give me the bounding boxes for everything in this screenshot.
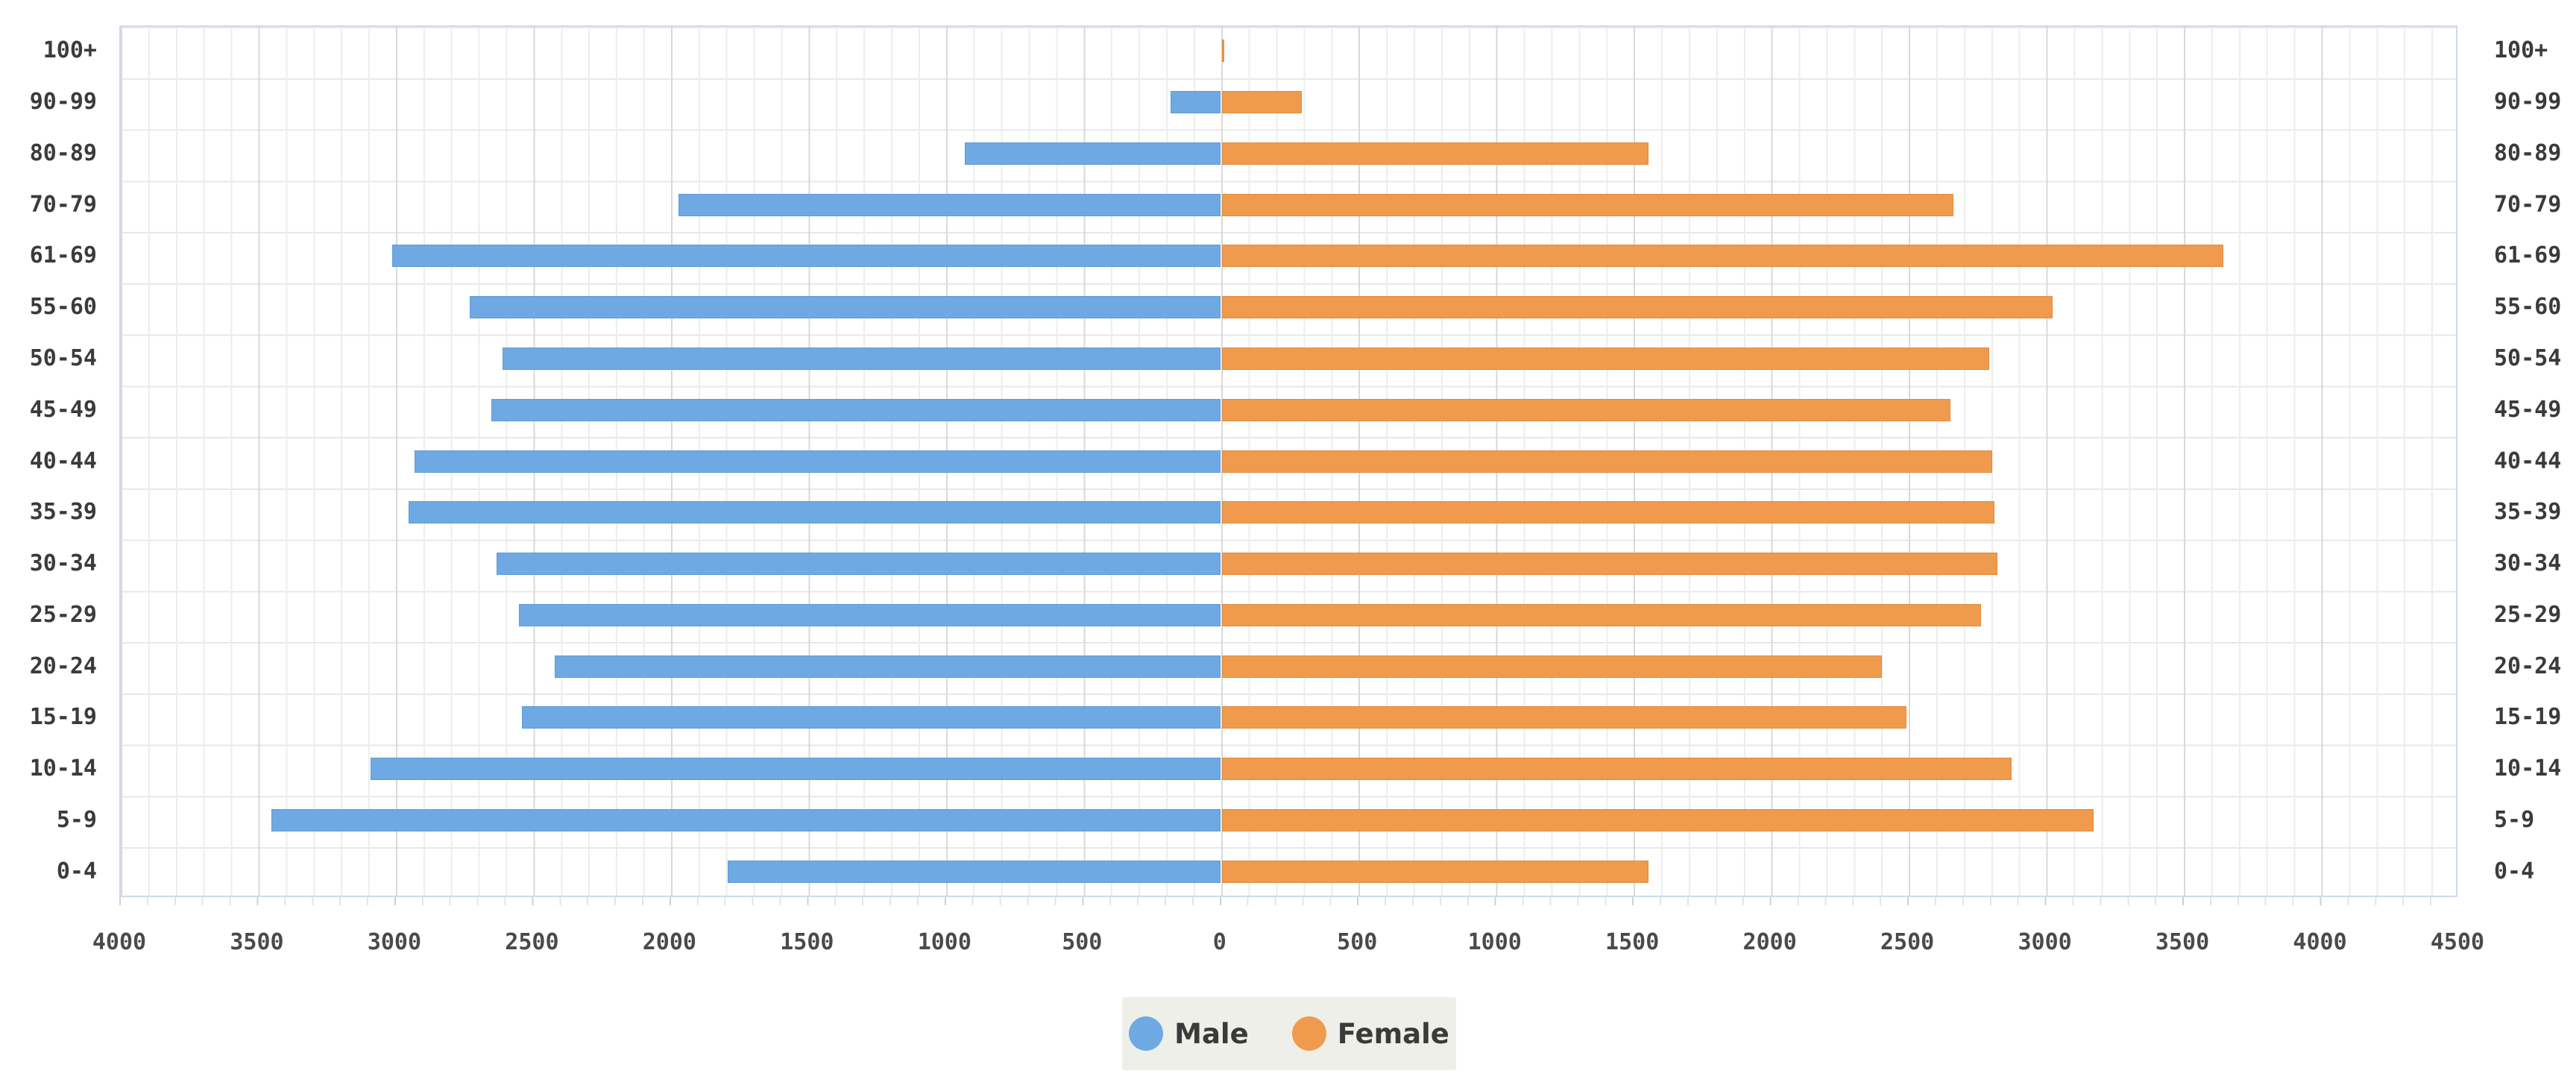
x-axis-tick-label-17: 4500 [2430,929,2485,955]
y-axis-label-left-90-99: 90-99 [29,89,97,116]
x-axis-tick-label-5: 1500 [780,929,834,955]
male-bar-70-79[interactable] [678,193,1221,216]
x-axis-tick-label-8: 0 [1212,929,1226,955]
female-bar-90-99[interactable] [1221,91,1302,114]
y-axis-label-left-25-29: 25-29 [29,601,97,628]
y-axis-label-right-25-29: 25-29 [2494,601,2562,628]
female-bar-55-60[interactable] [1221,296,2053,319]
y-axis-label-right-90-99: 90-99 [2494,89,2562,116]
female-bar-45-49[interactable] [1221,398,1951,421]
y-axis-label-left-35-39: 35-39 [29,499,97,526]
female-bar-70-79[interactable] [1221,193,1954,216]
y-axis-label-right-35-39: 35-39 [2494,499,2562,526]
legend-label-female: Female [1337,1017,1449,1050]
female-bar-15-19[interactable] [1221,706,1907,729]
male-bar-25-29[interactable] [518,603,1221,626]
female-series-swatch-icon [1291,1016,1326,1051]
y-axis-label-right-30-34: 30-34 [2494,550,2562,577]
x-axis-tick-label-0: 4000 [92,929,147,955]
x-axis-tick-label-6: 1000 [917,929,971,955]
y-axis-label-right-50-54: 50-54 [2494,345,2562,371]
female-bar-100+[interactable] [1221,40,1225,63]
x-axis-tick-label-11: 1500 [1605,929,1660,955]
male-bar-5-9[interactable] [271,808,1221,831]
female-bar-20-24[interactable] [1221,655,1883,678]
female-bar-30-34[interactable] [1221,553,1998,576]
female-bar-25-29[interactable] [1221,603,1982,626]
male-bar-55-60[interactable] [469,296,1221,319]
y-axis-label-right-61-69: 61-69 [2494,242,2562,269]
female-bar-5-9[interactable] [1221,808,2094,831]
x-axis-tick-label-4: 2000 [642,929,696,955]
y-axis-label-left-55-60: 55-60 [29,294,97,321]
y-axis-label-right-80-89: 80-89 [2494,139,2562,166]
male-bar-40-44[interactable] [414,450,1221,473]
plot-area [119,25,2457,897]
y-axis-label-left-80-89: 80-89 [29,139,97,166]
x-axis-tick-label-3: 2500 [505,929,559,955]
female-bar-61-69[interactable] [1221,245,2223,268]
y-axis-label-right-70-79: 70-79 [2494,191,2562,218]
y-axis-label-right-10-14: 10-14 [2494,755,2562,782]
y-axis-label-left-61-69: 61-69 [29,242,97,269]
y-axis-label-left-15-19: 15-19 [29,704,97,731]
y-axis-label-left-0-4: 0-4 [56,858,97,884]
y-axis-label-left-45-49: 45-49 [29,396,97,423]
male-bar-0-4[interactable] [728,860,1221,883]
male-bar-30-34[interactable] [497,553,1221,576]
female-bar-50-54[interactable] [1221,347,1990,370]
y-axis-label-right-45-49: 45-49 [2494,396,2562,423]
male-bar-10-14[interactable] [370,758,1221,781]
male-bar-20-24[interactable] [554,655,1221,678]
y-axis-label-left-30-34: 30-34 [29,550,97,577]
female-bar-10-14[interactable] [1221,758,2012,781]
male-bar-80-89[interactable] [964,142,1221,165]
y-axis-label-right-100+: 100+ [2494,37,2548,64]
x-axis-tick-label-10: 1000 [1467,929,1522,955]
male-bar-45-49[interactable] [491,398,1221,421]
male-series-swatch-icon [1129,1016,1164,1051]
x-axis-tick-label-2: 3000 [367,929,422,955]
x-axis-tick-label-7: 500 [1062,929,1103,955]
y-axis-label-left-70-79: 70-79 [29,191,97,218]
female-bar-0-4[interactable] [1221,860,1648,883]
y-axis-label-left-50-54: 50-54 [29,345,97,371]
legend-label-male: Male [1174,1017,1249,1050]
y-axis-label-left-5-9: 5-9 [56,806,97,833]
female-bar-35-39[interactable] [1221,501,1995,524]
y-axis-label-left-100+: 100+ [42,37,97,64]
x-axis-minor-ticks [119,897,2457,905]
x-axis-tick-label-1: 3500 [230,929,284,955]
legend-item-female[interactable]: Female [1291,1016,1449,1051]
y-axis-label-right-40-44: 40-44 [2494,447,2562,474]
x-axis-tick-label-12: 2000 [1742,929,1797,955]
male-bar-15-19[interactable] [521,706,1221,729]
male-bar-50-54[interactable] [502,347,1221,370]
y-axis-label-left-10-14: 10-14 [29,755,97,782]
y-axis-label-right-55-60: 55-60 [2494,294,2562,321]
x-axis-tick-label-14: 3000 [2018,929,2072,955]
x-axis-tick-label-9: 500 [1337,929,1378,955]
y-axis-label-right-15-19: 15-19 [2494,704,2562,731]
legend-item-male[interactable]: Male [1129,1016,1249,1051]
x-axis-tick-label-13: 2500 [1880,929,1935,955]
female-bar-40-44[interactable] [1221,450,1992,473]
y-axis-label-right-5-9: 5-9 [2494,806,2535,833]
male-bar-61-69[interactable] [392,245,1221,268]
x-axis-tick-label-15: 3500 [2155,929,2210,955]
male-bar-35-39[interactable] [409,501,1221,524]
male-bar-90-99[interactable] [1171,91,1221,114]
legend: Male Female [1122,997,1456,1070]
y-axis-label-right-0-4: 0-4 [2494,858,2535,884]
female-bar-80-89[interactable] [1221,142,1648,165]
y-axis-label-left-40-44: 40-44 [29,447,97,474]
y-axis-label-left-20-24: 20-24 [29,653,97,679]
x-axis-tick-label-16: 4000 [2293,929,2347,955]
y-axis-label-right-20-24: 20-24 [2494,653,2562,679]
